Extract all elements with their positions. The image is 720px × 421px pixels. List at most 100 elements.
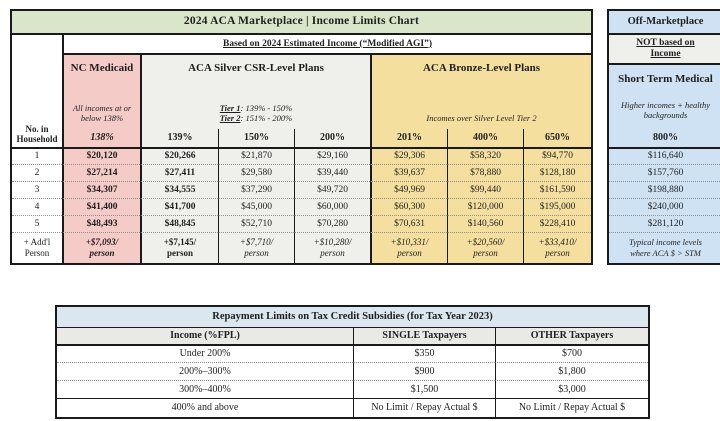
addl-amount: +$10,331/ bbox=[390, 237, 429, 248]
column-header-other: OTHER Taxpayers bbox=[495, 327, 648, 344]
stm-footer-note: Typical income levels where ACA $ > STM bbox=[609, 232, 720, 263]
income-cell: $29,160 bbox=[294, 147, 370, 164]
addl-amount: +$10,280/ bbox=[313, 237, 352, 248]
silver-plans-title: ACA Silver CSR-Level Plans bbox=[188, 62, 324, 74]
income-cell: $70,631 bbox=[370, 215, 447, 232]
income-cell: $60,000 bbox=[294, 198, 370, 215]
repayment-limits-table: Repayment Limits on Tax Credit Subsidies… bbox=[55, 305, 650, 419]
income-cell: $39,440 bbox=[294, 164, 370, 181]
tier1-range: : 139% - 150% bbox=[240, 103, 293, 114]
nc-medicaid-note: All incomes at or below 138% bbox=[72, 102, 132, 124]
section-bronze-plans: ACA Bronze-Level Plans Incomes over Silv… bbox=[370, 53, 591, 129]
repayment-income-range: Under 200% bbox=[57, 344, 353, 362]
income-cell: $39,637 bbox=[370, 164, 447, 181]
repayment-income-range: 300%–400% bbox=[57, 380, 353, 398]
household-size-1: 1 bbox=[12, 147, 62, 164]
income-cell: $29,306 bbox=[370, 147, 447, 164]
addl-amount: +$7,145/ bbox=[163, 237, 197, 248]
repayment-other-limit: $1,800 bbox=[495, 362, 648, 380]
addl-amount-cell: +$10,280/ person bbox=[294, 232, 370, 263]
off-marketplace-title: Off-Marketplace bbox=[627, 15, 704, 27]
pct-header-201: 201% bbox=[370, 129, 447, 147]
household-size-4: 4 bbox=[12, 198, 62, 215]
income-cell: $27,411 bbox=[140, 164, 218, 181]
income-cell: $60,300 bbox=[370, 198, 447, 215]
pct-header-139: 139% bbox=[140, 129, 218, 147]
stm-income-cell: $240,000 bbox=[609, 198, 720, 215]
pct-header-150: 150% bbox=[218, 129, 294, 147]
income-cell: $49,969 bbox=[370, 181, 447, 198]
repayment-single-limit: $350 bbox=[353, 344, 495, 362]
tier1-label: Tier 1 bbox=[219, 103, 241, 114]
section-short-term-medical: Short Term Medical Higher incomes + heal… bbox=[609, 63, 720, 129]
short-term-medical-title: Short Term Medical bbox=[618, 73, 713, 85]
addl-unit: person bbox=[545, 248, 570, 258]
addl-person-label: + Add'l Person bbox=[12, 232, 62, 263]
addl-amount: +$20,560/ bbox=[466, 237, 505, 248]
repayment-other-limit: $700 bbox=[495, 344, 648, 362]
stm-footer-line2: where ACA $ > STM bbox=[630, 248, 701, 258]
income-cell: $41,400 bbox=[62, 198, 140, 215]
repayment-income-range: 200%–300% bbox=[57, 362, 353, 380]
income-cell: $161,590 bbox=[523, 181, 591, 198]
tier2-range: : 151% - 200% bbox=[240, 113, 293, 124]
repayment-other-limit: No Limit / Repay Actual $ bbox=[495, 398, 648, 417]
addl-unit: person bbox=[166, 248, 193, 258]
stm-income-cell: $198,880 bbox=[609, 181, 720, 198]
short-term-medical-note: Higher incomes + healthy backgrounds bbox=[620, 99, 711, 121]
income-cell: $20,266 bbox=[140, 147, 218, 164]
addl-unit: person bbox=[473, 248, 498, 258]
repayment-single-limit: $900 bbox=[353, 362, 495, 380]
pct-header-200: 200% bbox=[294, 129, 370, 147]
income-cell: $45,000 bbox=[218, 198, 294, 215]
pct-header-138: 138% bbox=[62, 129, 140, 147]
bronze-plans-note: Incomes over Silver Level Tier 2 bbox=[426, 113, 537, 124]
repayment-table-title: Repayment Limits on Tax Credit Subsidies… bbox=[57, 307, 648, 327]
repayment-income-range: 400% and above bbox=[57, 398, 353, 417]
pct-header-400: 400% bbox=[447, 129, 523, 147]
income-cell: $41,700 bbox=[140, 198, 218, 215]
not-based-line2: Income bbox=[650, 49, 681, 59]
income-cell: $48,845 bbox=[140, 215, 218, 232]
addl-amount-cell: +$7,710/ person bbox=[218, 232, 294, 263]
income-cell: $78,880 bbox=[447, 164, 523, 181]
income-cell: $21,870 bbox=[218, 147, 294, 164]
addl-amount-cell: +$10,331/ person bbox=[370, 232, 447, 263]
section-nc-medicaid: NC Medicaid All incomes at or below 138% bbox=[62, 53, 140, 129]
nc-medicaid-title: NC Medicaid bbox=[70, 62, 134, 74]
addl-amount-cell: +$33,410/ person bbox=[523, 232, 591, 263]
stm-footer-line1: Typical income levels bbox=[628, 237, 702, 248]
addl-amount: +$7,093/ bbox=[85, 237, 119, 248]
stm-income-cell: $116,640 bbox=[609, 147, 720, 164]
household-size-2: 2 bbox=[12, 164, 62, 181]
repayment-single-limit: $1,500 bbox=[353, 380, 495, 398]
income-cell: $34,555 bbox=[140, 181, 218, 198]
income-cell: $99,440 bbox=[447, 181, 523, 198]
income-cell: $27,214 bbox=[62, 164, 140, 181]
not-based-on-income-note: NOT based on Income bbox=[609, 33, 720, 63]
aca-income-limits-table: 2024 ACA Marketplace | Income Limits Cha… bbox=[10, 9, 593, 265]
income-cell: $37,290 bbox=[218, 181, 294, 198]
addl-amount: +$33,410/ bbox=[538, 237, 577, 248]
household-size-5: 5 bbox=[12, 215, 62, 232]
section-silver-plans: ACA Silver CSR-Level Plans Tier 1: 139% … bbox=[140, 53, 370, 129]
income-cell: $195,000 bbox=[523, 198, 591, 215]
off-marketplace-table: Off-Marketplace NOT based on Income Shor… bbox=[607, 9, 720, 265]
addl-unit: person bbox=[89, 248, 115, 258]
income-cell: $52,710 bbox=[218, 215, 294, 232]
addl-label-line2: Person bbox=[24, 248, 50, 258]
addl-unit: person bbox=[320, 248, 345, 258]
income-cell: $128,180 bbox=[523, 164, 591, 181]
income-cell: $70,280 bbox=[294, 215, 370, 232]
addl-amount: +$7,710/ bbox=[239, 237, 274, 248]
aca-table-title: 2024 ACA Marketplace | Income Limits Cha… bbox=[12, 11, 591, 33]
repayment-single-limit: No Limit / Repay Actual $ bbox=[353, 398, 495, 417]
addl-label-line1: + Add'l bbox=[23, 237, 51, 248]
stm-income-cell: $157,760 bbox=[609, 164, 720, 181]
top-tables-area: 2024 ACA Marketplace | Income Limits Cha… bbox=[10, 9, 720, 265]
income-cell: $34,307 bbox=[62, 181, 140, 198]
silver-tier-notes: Tier 1: 139% - 150% Tier 2: 151% - 200% bbox=[220, 104, 292, 124]
income-cell: $49,720 bbox=[294, 181, 370, 198]
based-on-income-header: Based on 2024 Estimated Income (“Modifie… bbox=[62, 33, 591, 53]
